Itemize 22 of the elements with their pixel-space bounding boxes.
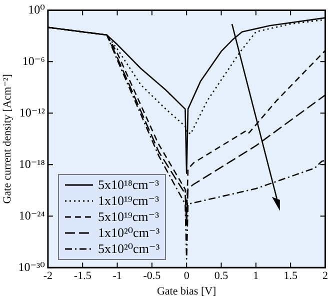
legend-label: 5x10²⁰cm⁻³ <box>98 240 160 257</box>
y-axis-title: Gate current density [Acm⁻²] <box>1 74 14 204</box>
x-tick-label: 0 <box>184 270 190 282</box>
x-axis-title: Gate bias [V] <box>156 285 216 298</box>
legend-label: 5x10¹⁸cm⁻³ <box>98 176 160 193</box>
x-tick-label: 1 <box>253 270 259 282</box>
legend-label: 5x10¹⁹cm⁻³ <box>98 208 160 225</box>
y-tick-label: 10⁻⁶ <box>22 54 45 68</box>
x-tick-label: -1.5 <box>74 270 92 282</box>
y-tick-label: 10⁻¹⁸ <box>18 156 45 171</box>
x-tick-label: 0.5 <box>214 270 229 282</box>
legend-label: 1x10²⁰cm⁻³ <box>98 224 160 241</box>
x-tick-label: -2 <box>43 270 53 282</box>
y-tick-label: 10⁻¹² <box>19 105 46 120</box>
legend-label: 1x10¹⁹cm⁻³ <box>98 192 160 209</box>
y-tick-label: 10⁻²⁴ <box>18 208 45 222</box>
y-tick-label: 10⁰ <box>28 2 46 16</box>
y-tick-label: 10⁻³⁰ <box>18 260 46 274</box>
x-tick-label: -0.5 <box>143 270 162 282</box>
x-tick-label: 1.5 <box>284 270 298 282</box>
x-tick-label: 2 <box>322 270 328 282</box>
x-tick-label: -1 <box>112 270 122 282</box>
